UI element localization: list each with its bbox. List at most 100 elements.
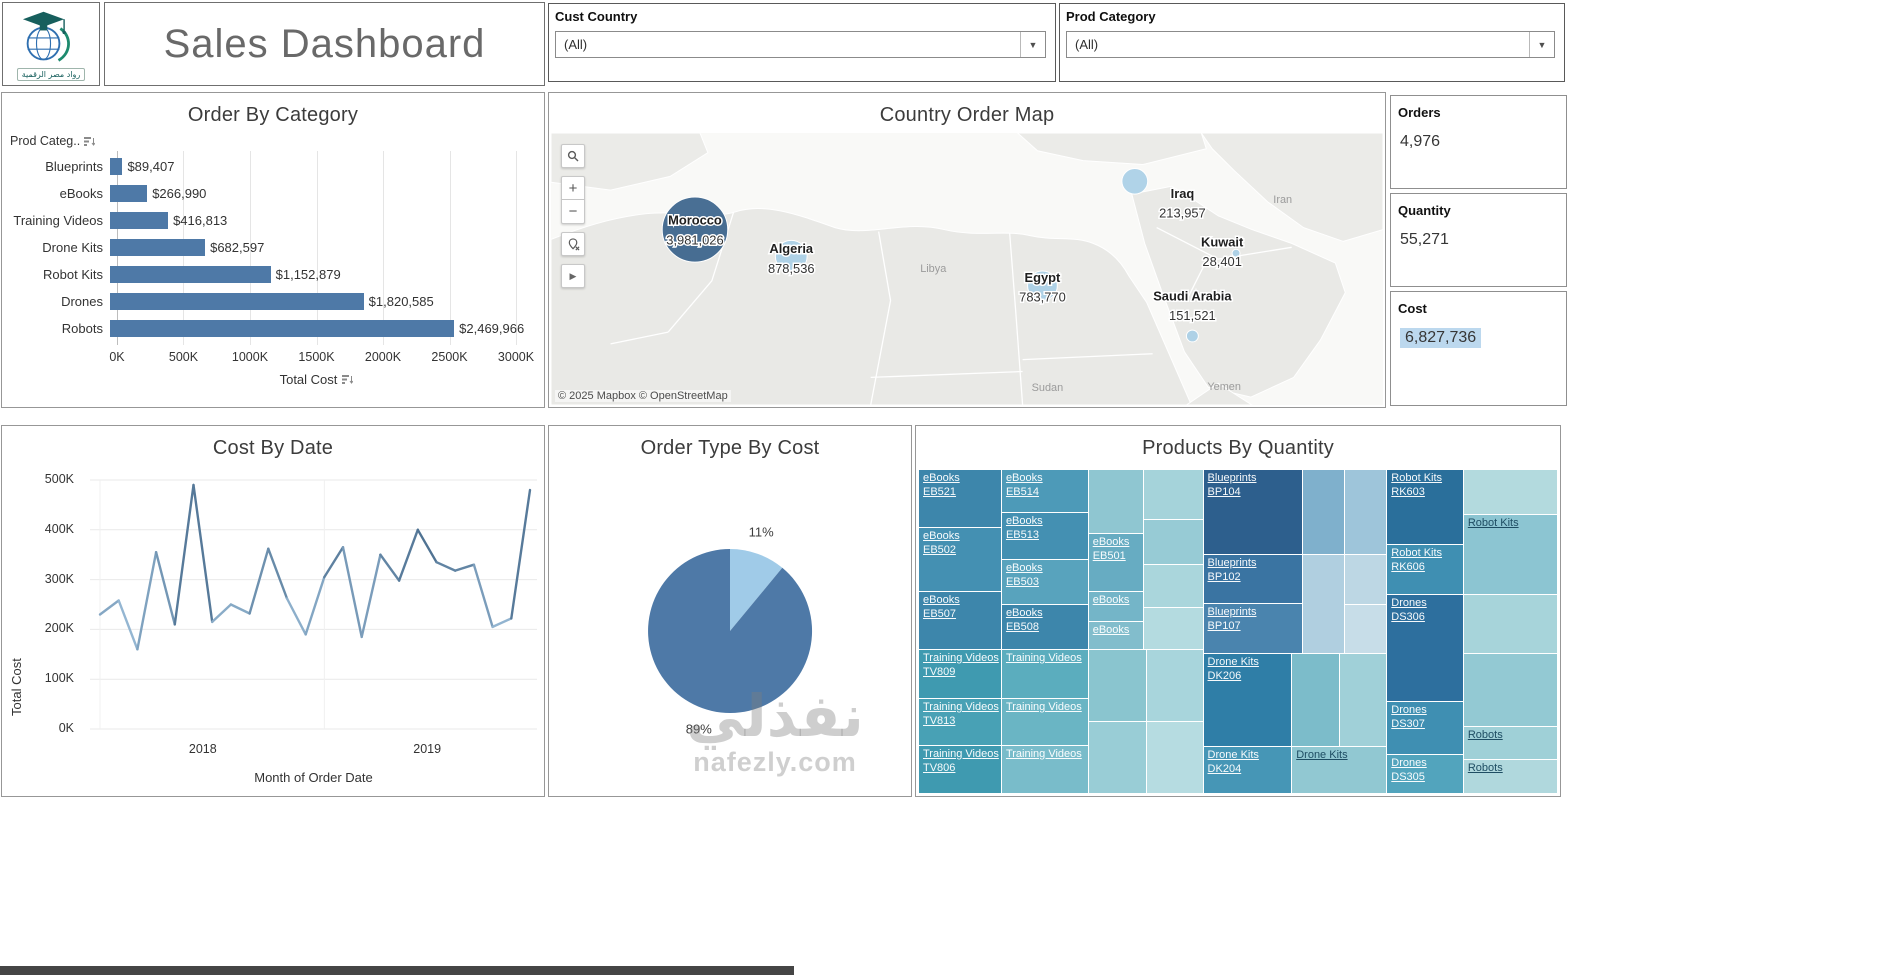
treemap-cell[interactable]: eBooks EB503 [1000, 559, 1090, 606]
prod-category-dropdown[interactable]: (All) ▼ [1066, 31, 1555, 58]
treemap-cell[interactable]: Training Videos TV809 [918, 648, 1003, 701]
treemap-cell-unlabeled[interactable] [1344, 469, 1389, 556]
treemap-cell[interactable]: Robot Kits [1462, 513, 1558, 596]
map-bubble-saudi-arabia[interactable] [1185, 329, 1199, 343]
pie-slice[interactable] [730, 549, 783, 631]
line-segment[interactable] [472, 563, 494, 629]
treemap-cell-unlabeled[interactable] [1087, 720, 1149, 794]
bar-mark[interactable] [110, 239, 206, 256]
treemap-cell-unlabeled[interactable] [1462, 593, 1558, 656]
bar-category-label[interactable]: Robot Kits [43, 267, 103, 282]
treemap-cell[interactable]: eBooks EB513 [1000, 511, 1090, 562]
highlighted-value[interactable]: 6,827,736 [1400, 328, 1482, 348]
treemap-cell-unlabeled[interactable] [1344, 603, 1389, 656]
treemap-cell[interactable]: Training Videos [1000, 698, 1090, 747]
map-canvas[interactable]: Libya Sudan Iran Yemen Morocco 3,981,026 Alger… [551, 133, 1383, 405]
treemap-cell-unlabeled[interactable] [1344, 553, 1389, 606]
treemap-cell[interactable]: Robot Kits RK606 [1386, 543, 1465, 596]
pie-plot[interactable]: 11% 89% [549, 426, 913, 796]
treemap-cell[interactable]: Training Videos TV813 [918, 698, 1003, 747]
treemap-cell-unlabeled[interactable] [1087, 469, 1145, 535]
bar-mark[interactable] [110, 266, 271, 283]
bar-mark[interactable] [110, 293, 364, 310]
treemap-cell[interactable]: Robots [1462, 726, 1558, 762]
line-segment[interactable] [435, 560, 457, 572]
bar-category-label[interactable]: Drone Kits [42, 240, 103, 255]
map-bubble-algeria[interactable] [774, 239, 808, 273]
treemap-cell-unlabeled[interactable] [1462, 469, 1558, 516]
treemap-cell-unlabeled[interactable] [1302, 553, 1347, 656]
treemap-cell[interactable]: eBooks EB508 [1000, 604, 1090, 651]
treemap-cell-unlabeled[interactable] [1146, 648, 1205, 723]
zoom-out-button[interactable]: − [561, 200, 585, 224]
line-segment[interactable] [210, 603, 233, 624]
line-segment[interactable] [454, 563, 476, 572]
line-segment[interactable] [98, 599, 120, 616]
treemap-cell[interactable]: Blueprints BP102 [1202, 553, 1305, 606]
treemap-cell[interactable]: eBooks EB501 [1087, 532, 1145, 594]
map-svg[interactable]: Libya Sudan Iran Yemen Morocco 3,981,026 Alger… [551, 133, 1383, 405]
treemap-cell[interactable]: Training Videos TV806 [918, 744, 1003, 794]
line-segment[interactable] [341, 545, 363, 639]
chevron-down-icon[interactable]: ▼ [1529, 32, 1554, 57]
treemap-cell[interactable]: eBooks EB514 [1000, 469, 1090, 514]
line-segment[interactable] [192, 483, 214, 624]
treemap-cell-unlabeled[interactable] [1291, 653, 1342, 749]
line-segment[interactable] [416, 528, 438, 564]
treemap-cell-unlabeled[interactable] [1142, 606, 1205, 651]
row-field-header[interactable]: Prod Categ.. [10, 134, 96, 148]
line-segment[interactable] [248, 547, 270, 615]
sort-icon[interactable] [84, 136, 96, 147]
treemap-cell[interactable]: Blueprints BP107 [1202, 603, 1305, 656]
treemap-cell[interactable]: Drones DS307 [1386, 700, 1465, 756]
bar-category-label[interactable]: Blueprints [45, 159, 103, 174]
line-segment[interactable] [510, 488, 532, 620]
treemap-cell-unlabeled[interactable] [1462, 653, 1558, 729]
treemap-cell[interactable]: Blueprints BP104 [1202, 469, 1305, 556]
treemap-cell[interactable]: eBooks [1087, 621, 1145, 651]
sort-icon[interactable] [342, 374, 354, 385]
map-bubble-morocco[interactable] [661, 196, 729, 263]
bar-mark[interactable] [110, 212, 169, 229]
treemap-cell-unlabeled[interactable] [1302, 469, 1347, 556]
map-bubble-kuwait[interactable] [1231, 248, 1241, 258]
bar-mark[interactable] [110, 158, 123, 175]
line-segment[interactable] [229, 603, 251, 615]
line-segment[interactable] [117, 599, 139, 651]
treemap-cell[interactable]: Drones DS305 [1386, 753, 1465, 794]
treemap-cell-unlabeled[interactable] [1339, 653, 1389, 749]
x-axis-title[interactable]: Total Cost [117, 372, 516, 387]
treemap-cell[interactable]: Training Videos [1000, 648, 1090, 701]
bar-category-label[interactable]: eBooks [59, 186, 103, 201]
treemap-cell-unlabeled[interactable] [1146, 720, 1205, 794]
line-segment[interactable] [323, 545, 345, 579]
treemap-cell[interactable]: Drones DS306 [1386, 594, 1465, 703]
treemap-cell[interactable]: Training Videos [1000, 744, 1090, 794]
treemap-cell-unlabeled[interactable] [1142, 468, 1205, 522]
line-segment[interactable] [154, 550, 177, 626]
treemap-cell[interactable]: eBooks EB521 [918, 468, 1003, 530]
line-segment[interactable] [285, 597, 307, 636]
bar-category-label[interactable]: Training Videos [13, 213, 103, 228]
line-plot[interactable] [90, 470, 537, 736]
line-segment[interactable] [136, 550, 158, 651]
line-segment[interactable] [173, 483, 195, 626]
treemap-cell[interactable]: Drone Kits DK204 [1202, 746, 1294, 794]
chevron-down-icon[interactable]: ▼ [1020, 32, 1045, 57]
bar-mark[interactable] [110, 320, 455, 337]
map-toolbar-expand-button[interactable]: ▶ [561, 264, 585, 288]
line-segment[interactable] [397, 528, 419, 582]
bar-category-label[interactable]: Drones [61, 294, 103, 309]
map-search-button[interactable] [561, 144, 585, 168]
treemap-cell[interactable]: eBooks EB502 [918, 527, 1003, 594]
line-segment[interactable] [304, 575, 326, 636]
map-bubble-egypt[interactable] [1027, 270, 1058, 302]
line-segment[interactable] [491, 617, 513, 629]
treemap-cell[interactable]: Drone Kits DK206 [1202, 653, 1294, 749]
line-segment[interactable] [360, 553, 382, 639]
bar-category-label[interactable]: Robots [61, 321, 103, 336]
treemap-cell-unlabeled[interactable] [1087, 648, 1149, 723]
bar-mark[interactable] [110, 185, 148, 202]
treemap-cell[interactable]: Drone Kits [1291, 746, 1389, 794]
treemap-cell-unlabeled[interactable] [1142, 519, 1205, 566]
